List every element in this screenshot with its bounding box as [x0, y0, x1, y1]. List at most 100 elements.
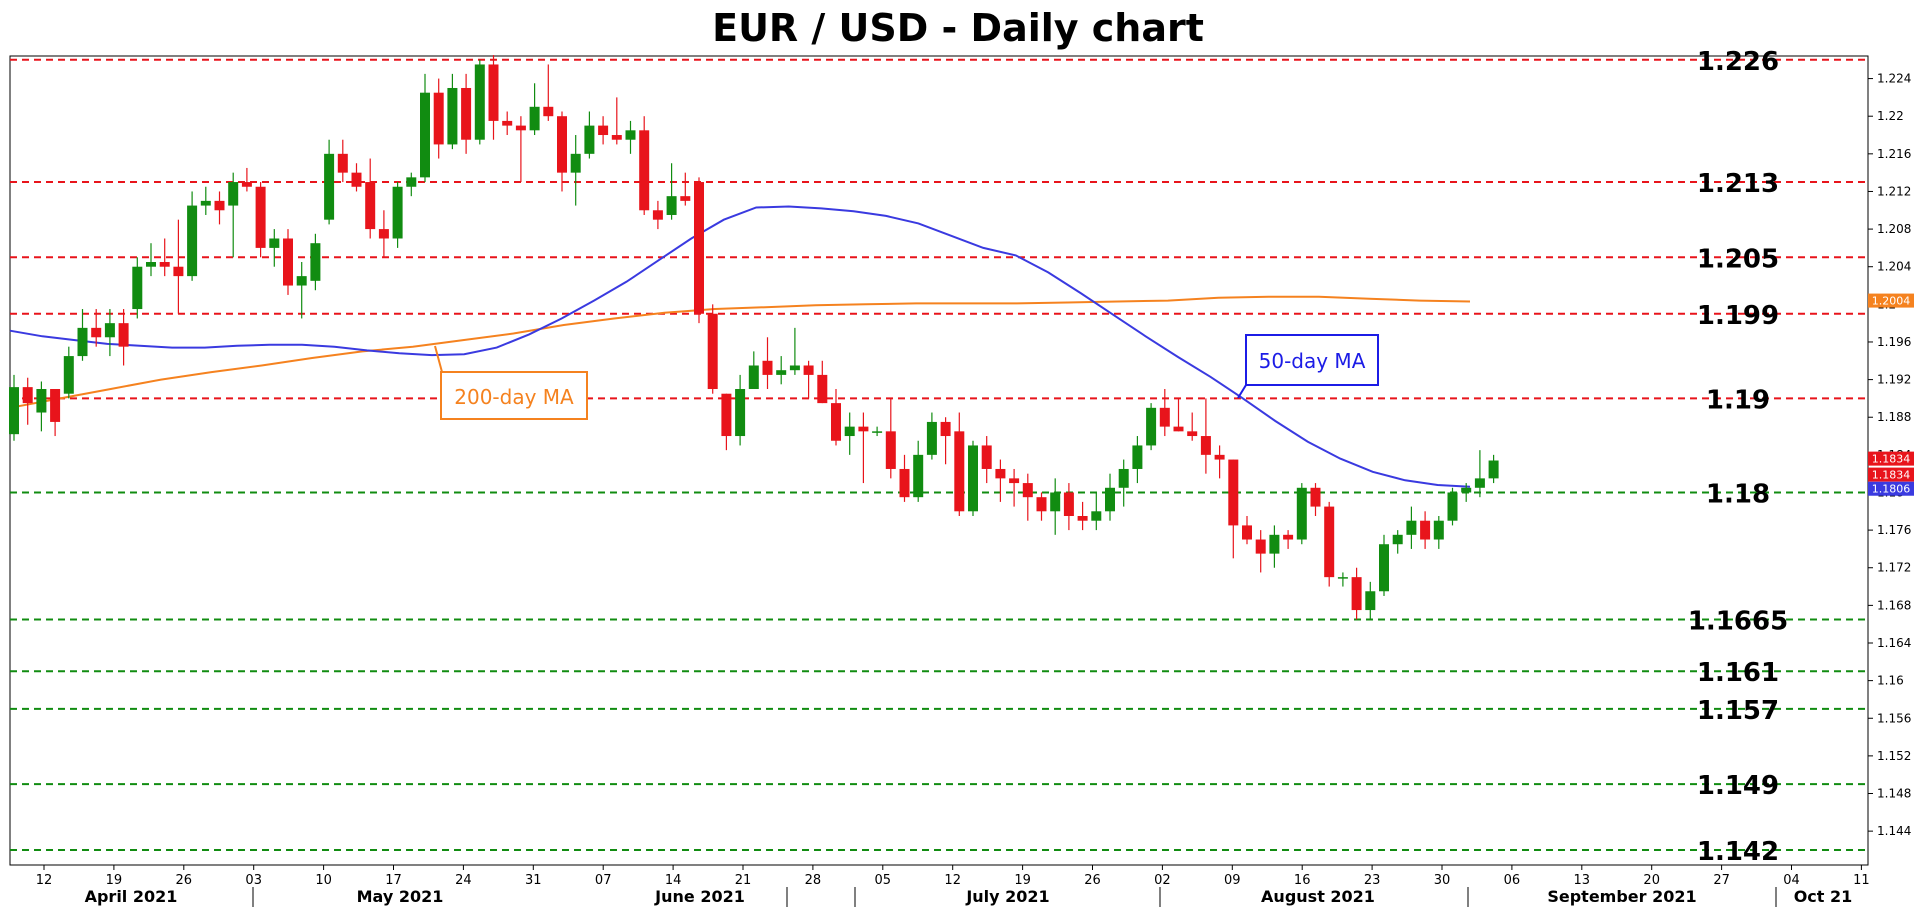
month-label-4: August 2021 — [1261, 887, 1375, 906]
candle-body-101 — [1392, 534, 1403, 545]
x-tick-label-4: 10 — [315, 873, 332, 888]
candle-body-68 — [940, 421, 951, 437]
candle-body-81 — [1118, 468, 1129, 488]
candle-body-19 — [269, 238, 280, 248]
price-tag-label-0: 1.2004 — [1872, 295, 1911, 308]
candle-body-33 — [461, 87, 472, 140]
y-tick-label-16: 1.16 — [1877, 674, 1904, 688]
candle-body-103 — [1420, 520, 1431, 540]
candle-body-86 — [1187, 431, 1198, 437]
candle-body-11 — [159, 262, 170, 267]
candle-body-84 — [1159, 407, 1170, 427]
candle-body-4 — [63, 356, 74, 394]
candle-body-21 — [296, 276, 307, 286]
candle-body-93 — [1283, 534, 1294, 540]
candle-body-20 — [283, 238, 293, 286]
candle-body-23 — [324, 153, 335, 220]
candle-body-44 — [611, 135, 622, 140]
candle-body-78 — [1077, 516, 1088, 521]
candle-body-43 — [598, 125, 609, 136]
candle-body-61 — [844, 426, 855, 437]
y-tick-label-17: 1.156 — [1877, 711, 1911, 725]
candle-body-6 — [91, 327, 102, 338]
candle-body-55 — [762, 360, 773, 375]
level-label-7: 1.161 — [1697, 658, 1779, 688]
candle-body-106 — [1461, 487, 1472, 493]
month-label-6: Oct 21 — [1794, 887, 1853, 906]
candle-body-2 — [36, 389, 47, 413]
ma50-callout-box — [1245, 334, 1379, 386]
candle-body-41 — [570, 153, 581, 173]
candle-body-7 — [104, 323, 115, 338]
candle-body-62 — [858, 426, 869, 432]
y-tick-label-12: 1.176 — [1877, 523, 1911, 537]
level-label-4: 1.19 — [1706, 385, 1770, 415]
y-tick-label-5: 1.204 — [1877, 260, 1911, 274]
candle-body-67 — [926, 421, 937, 455]
x-tick-label-11: 28 — [805, 873, 822, 888]
x-tick-label-7: 31 — [525, 873, 542, 888]
y-tick-label-0: 1.224 — [1877, 72, 1911, 86]
candle-body-25 — [351, 172, 362, 187]
ma200-callout-box — [440, 371, 588, 420]
x-tick-label-13: 12 — [944, 873, 961, 888]
candle-body-73 — [1009, 478, 1020, 484]
candle-body-87 — [1200, 436, 1211, 455]
x-tick-label-22: 13 — [1574, 873, 1591, 888]
level-lines: 1.226 1.213 1.205 1.199 1.19 1.18 1.1665 1.161 1… — [10, 47, 1868, 867]
price-tag-label-2: 1.1834 — [1872, 469, 1911, 482]
candle-body-76 — [1050, 492, 1061, 512]
candle-body-9 — [132, 266, 143, 310]
y-tick-label-7: 1.196 — [1877, 335, 1911, 349]
candle-body-63 — [872, 431, 883, 433]
candle-body-38 — [529, 106, 540, 131]
candles — [9, 55, 1499, 620]
month-label-1: May 2021 — [357, 887, 444, 906]
candle-body-96 — [1324, 506, 1335, 578]
candle-body-49 — [680, 196, 691, 201]
price-tag-label-3: 1.1806 — [1872, 483, 1911, 496]
candle-body-59 — [817, 374, 828, 404]
candle-body-42 — [584, 125, 595, 154]
candle-body-91 — [1255, 539, 1266, 554]
price-tag-label-1: 1.1834 — [1872, 453, 1911, 466]
candle-body-104 — [1433, 520, 1444, 540]
x-tick-label-8: 07 — [595, 873, 612, 888]
candle-body-98 — [1351, 577, 1362, 611]
candle-body-15 — [214, 200, 225, 211]
candle-body-45 — [625, 130, 636, 140]
ma50-line — [9, 205, 1471, 488]
candle-body-72 — [995, 468, 1006, 479]
candle-body-108 — [1488, 460, 1499, 479]
y-tick-label-19: 1.148 — [1877, 787, 1911, 801]
candle-body-75 — [1036, 497, 1047, 512]
candle-body-69 — [954, 431, 965, 512]
level-label-6: 1.1665 — [1688, 606, 1788, 636]
level-label-1: 1.213 — [1697, 169, 1779, 199]
candle-body-95 — [1310, 487, 1321, 507]
level-label-2: 1.205 — [1697, 244, 1779, 274]
x-tick-label-25: 04 — [1783, 873, 1800, 888]
x-tick-label-20: 30 — [1434, 873, 1451, 888]
candle-body-51 — [707, 313, 718, 390]
ma50-callout-line — [1237, 384, 1247, 399]
x-tick-label-23: 20 — [1643, 873, 1660, 888]
x-tick-label-3: 03 — [245, 873, 262, 888]
x-tick-label-10: 21 — [735, 873, 752, 888]
candle-body-37 — [515, 125, 526, 131]
candle-body-79 — [1091, 511, 1102, 521]
x-tick-label-5: 17 — [385, 873, 402, 888]
candle-body-30 — [420, 92, 430, 178]
ma200-layer — [9, 295, 1471, 409]
candle-body-97 — [1337, 577, 1348, 579]
y-tick-label-18: 1.152 — [1877, 749, 1911, 763]
level-label-3: 1.199 — [1697, 301, 1779, 331]
month-label-3: July 2021 — [965, 887, 1049, 906]
y-tick-label-13: 1.172 — [1877, 561, 1911, 575]
candle-body-80 — [1105, 487, 1115, 512]
ma50-callout-label: 50-day MA — [1259, 349, 1366, 373]
candle-body-24 — [337, 153, 348, 173]
candle-body-17 — [241, 182, 252, 187]
y-tick-label-14: 1.168 — [1877, 598, 1911, 612]
